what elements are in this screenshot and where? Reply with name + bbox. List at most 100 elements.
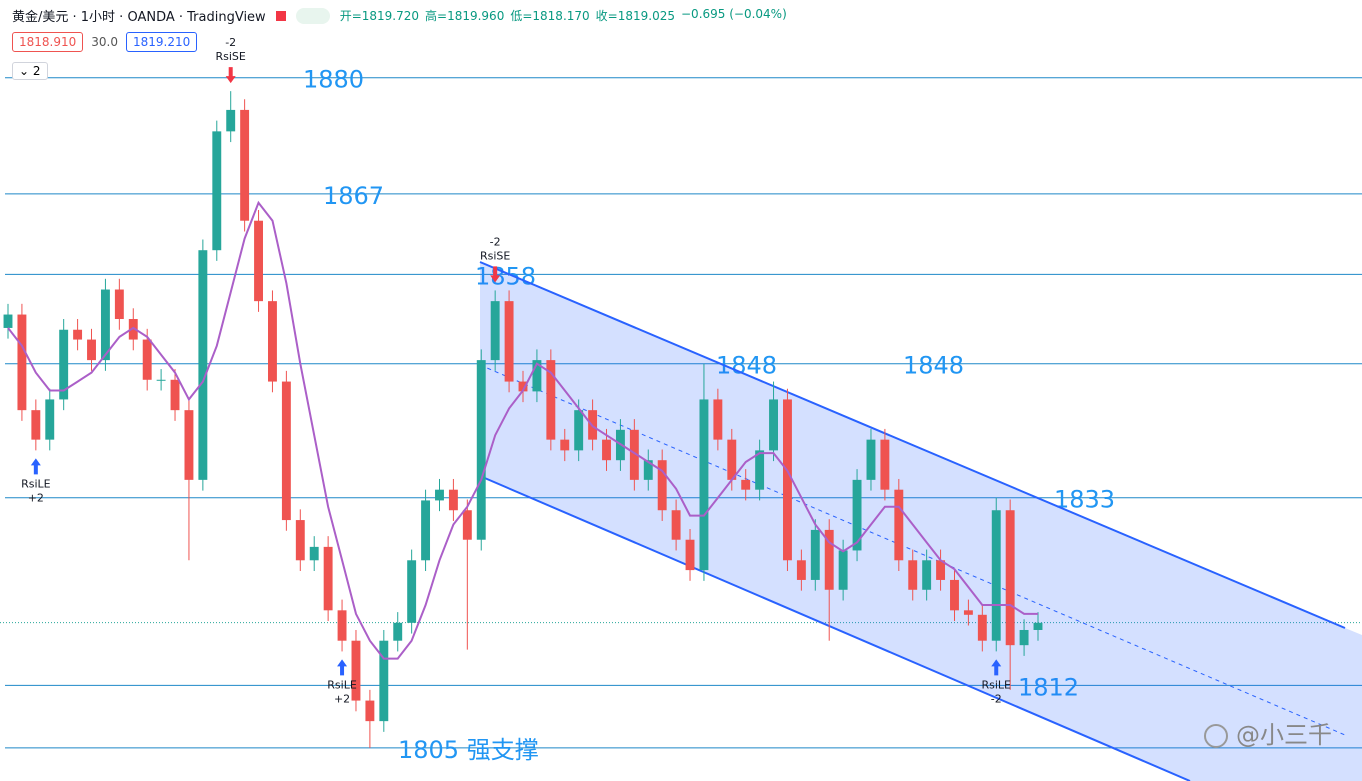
candle-body (114, 289, 124, 320)
candle-body (1005, 510, 1015, 646)
candle-body (824, 529, 834, 590)
candle-body (476, 360, 486, 540)
status-pill[interactable] (295, 7, 330, 24)
candle-body (769, 399, 778, 451)
candle-body (448, 489, 458, 511)
level-label: 1848 (903, 352, 964, 380)
candle-body (31, 410, 41, 440)
header: 黄金/美元 · 1小时 · OANDA · TradingView 开=1819… (12, 6, 787, 25)
watermark-icon (1204, 724, 1228, 748)
candle-body (254, 220, 263, 302)
ohlc-legend: 开=1819.720 高=1819.960 低=1818.170 收=1819.025… (340, 7, 787, 24)
candle-body (156, 379, 166, 381)
candle-body (100, 289, 110, 361)
channel-upper (479, 261, 1346, 629)
candle-body (421, 500, 431, 561)
candle-body (963, 610, 973, 615)
candle-body (810, 529, 820, 580)
candle-body (741, 479, 751, 490)
ohlc-item: 收=1819.025 (595, 9, 675, 23)
candle-body (212, 131, 222, 251)
ask-button[interactable]: 1819.210 (125, 32, 198, 52)
signal-qty: -2 (225, 36, 236, 49)
channel-mid (479, 364, 1346, 736)
candle-body (17, 314, 27, 411)
candle-body (198, 250, 208, 480)
candle-body (643, 460, 653, 480)
candle-body (504, 301, 514, 382)
signal-arrow (991, 659, 1002, 676)
ohlc-item: 开=1819.720 (339, 9, 420, 23)
candle-body (922, 560, 932, 590)
candle-body (713, 399, 723, 440)
candle-body (796, 560, 806, 580)
candle-body (128, 319, 138, 340)
signal-qty: -2 (991, 692, 1002, 705)
candle-body (490, 301, 500, 361)
candle-body (560, 439, 570, 451)
candle-body (73, 329, 83, 340)
candle-body (435, 489, 444, 501)
candle-body (309, 546, 319, 561)
candle-body (852, 479, 862, 551)
level-label: 1858 (475, 262, 536, 290)
flag-icon[interactable] (275, 10, 286, 21)
candle-body (518, 381, 528, 392)
signal-label: RsiLE (981, 678, 1011, 691)
ohlc-item: 高=1819.960 (425, 9, 505, 23)
candle-body (281, 381, 291, 521)
candle-body (783, 399, 792, 561)
signal-qty: +2 (28, 491, 44, 504)
ohlc-item: 低=1818.170 (510, 9, 590, 23)
candle-body (699, 399, 709, 571)
candle-body (727, 439, 737, 480)
signal-qty: +2 (334, 692, 350, 705)
candle-body (977, 614, 987, 641)
candles (3, 91, 1043, 748)
candle-body (45, 399, 55, 440)
candle-body (379, 640, 389, 722)
candle-body (323, 546, 333, 611)
symbol-title: 黄金/美元 · 1小时 · OANDA · TradingView (12, 10, 266, 25)
indicator-count: 2 (32, 64, 41, 78)
candle-body (87, 339, 96, 361)
signal-arrow (30, 458, 41, 475)
candle-body (226, 109, 236, 132)
signal-label: RsiLE (327, 678, 357, 691)
level-label: 1880 (303, 66, 364, 94)
signal-arrow (225, 67, 236, 84)
levels: 18801867185818481848183318121805 强支撑 (0, 66, 1362, 764)
signal-qty: -2 (490, 235, 501, 248)
candle-body (602, 439, 611, 461)
moving-average (7, 200, 1038, 660)
candle-body (295, 520, 305, 561)
indicator-toggle[interactable]: ⌄ 2 (12, 62, 48, 80)
candle-body (393, 622, 403, 641)
candle-body (574, 410, 584, 451)
candle-body (838, 550, 848, 590)
watermark: @小三千 (1236, 721, 1332, 749)
candle-body (755, 450, 765, 490)
trade-row: 1818.910 30.0 1819.210 (12, 32, 198, 52)
candle-body (936, 560, 946, 580)
candle-body (629, 429, 639, 480)
channel-fill (480, 262, 1362, 781)
level-label: 1867 (323, 182, 384, 210)
candle-body (866, 439, 876, 480)
candle-body (894, 489, 904, 561)
candle-body (268, 301, 277, 382)
candle-body (991, 510, 1001, 641)
level-label: 1805 强支撑 (398, 736, 539, 764)
candle-body (532, 360, 542, 392)
candle-body (950, 579, 959, 611)
bid-button[interactable]: 1818.910 (12, 32, 84, 52)
candle-body (170, 379, 180, 411)
candle-body (240, 109, 250, 221)
candle-body (1033, 622, 1043, 630)
candle-body (908, 560, 918, 590)
candle-body (365, 700, 375, 722)
signal-label: RsiSE (480, 249, 510, 262)
candle-body (462, 510, 472, 540)
